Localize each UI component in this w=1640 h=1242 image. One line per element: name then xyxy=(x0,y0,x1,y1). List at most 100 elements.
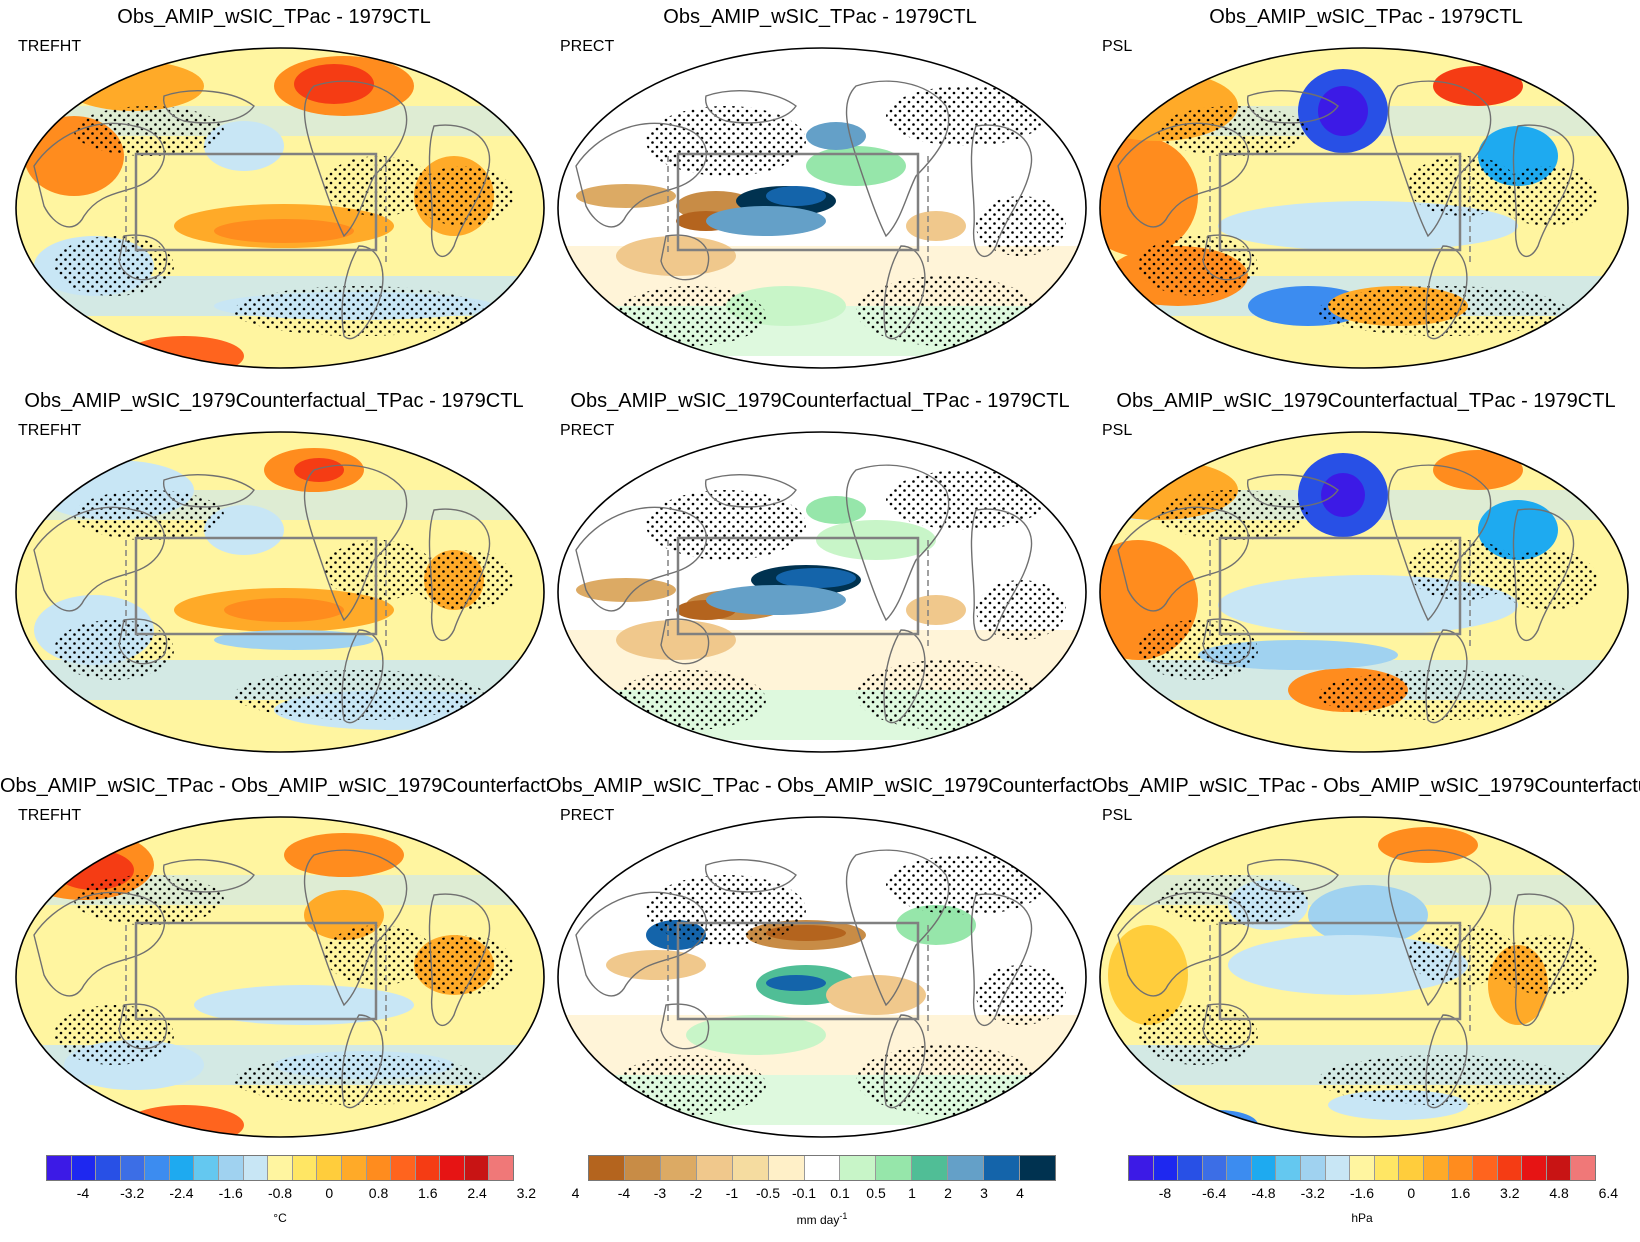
coastline xyxy=(1246,474,1339,508)
anomaly-contour xyxy=(64,61,204,111)
map-row3-prect xyxy=(556,815,1088,1139)
colorbar-precipitation-ticks: -4 -3 -2 -1 -0.5 -0.1 0.1 0.5 1 2 3 4 xyxy=(588,1181,1056,1203)
row1-label-prect: PRECT xyxy=(560,38,615,55)
tropical-pacific-box xyxy=(1218,921,1462,1021)
significance-stipple xyxy=(1318,670,1568,720)
precipitation-tick-label: 2 xyxy=(944,1185,952,1201)
significance-stipple xyxy=(1408,156,1518,216)
pressure-swatch xyxy=(1251,1156,1277,1180)
map-row2-psl xyxy=(1098,430,1630,754)
coastline xyxy=(1117,891,1249,997)
pressure-swatch xyxy=(1350,1156,1375,1180)
significance-stipple xyxy=(1138,236,1258,296)
pressure-swatch xyxy=(1374,1156,1400,1180)
temperature-swatch xyxy=(391,1156,416,1180)
significance-stipple xyxy=(646,106,806,176)
coastline xyxy=(970,508,1033,642)
globe-outline xyxy=(15,431,545,753)
pressure-swatch xyxy=(1522,1156,1547,1180)
pressure-tick-label: -8 xyxy=(1158,1185,1172,1201)
coastline xyxy=(575,506,707,612)
anomaly-contour xyxy=(606,950,706,980)
coastline xyxy=(341,1014,384,1109)
coastline xyxy=(428,893,491,1027)
tropical-pacific-box-dashed xyxy=(1209,925,1471,1033)
coastline xyxy=(341,629,384,724)
significance-stipple xyxy=(234,670,484,720)
anomaly-contour xyxy=(1378,827,1478,863)
globe-outline xyxy=(15,816,545,1138)
row2-label-trefht: TREFHT xyxy=(18,422,82,439)
prec-map-svg xyxy=(557,431,1087,753)
anomaly-contour xyxy=(294,64,374,104)
temperature-tick-label: -1.6 xyxy=(218,1185,243,1201)
significance-stipple xyxy=(646,490,806,560)
coastline xyxy=(428,124,491,258)
coastline xyxy=(660,618,710,665)
tropical-pacific-box-dashed xyxy=(1209,156,1471,264)
anomaly-contour xyxy=(766,975,826,991)
anomaly-contour xyxy=(806,496,866,524)
pressure-swatch xyxy=(1129,1156,1154,1180)
globe-outline xyxy=(557,431,1087,753)
coastline xyxy=(660,1003,710,1050)
significance-stipple xyxy=(856,276,1036,346)
temp-map-svg xyxy=(15,816,545,1138)
precipitation-swatch xyxy=(984,1156,1021,1180)
coastline xyxy=(162,474,255,508)
row1-label-trefht: TREFHT xyxy=(18,38,82,55)
coastline xyxy=(1246,90,1339,124)
row1-title-left: Obs_AMIP_wSIC_TPac - 1979CTL xyxy=(117,6,431,28)
temperature-swatch xyxy=(243,1156,269,1180)
precipitation-tick-label: -1 xyxy=(725,1185,739,1201)
coastline xyxy=(704,90,797,124)
significance-stipple xyxy=(616,1055,766,1115)
tropical-pacific-box-dashed xyxy=(667,540,929,648)
tropical-pacific-box xyxy=(134,921,378,1021)
tropical-pacific-box xyxy=(1218,152,1462,252)
significance-stipple xyxy=(976,196,1066,256)
coastline xyxy=(118,618,168,665)
anomaly-contour xyxy=(1178,1110,1258,1137)
coastline xyxy=(33,891,165,997)
significance-stipple xyxy=(324,156,434,216)
anomaly-contour xyxy=(906,595,966,625)
row2-title-center: Obs_AMIP_wSIC_1979Counterfactual_TPac - … xyxy=(570,390,1070,412)
precipitation-swatch xyxy=(876,1156,913,1180)
significance-stipple xyxy=(324,925,434,985)
anomaly-contour xyxy=(616,236,736,276)
precipitation-swatch xyxy=(624,1156,661,1180)
colorbar-precipitation-swatches xyxy=(588,1155,1056,1181)
temperature-tick-label: 0 xyxy=(325,1185,334,1201)
colorbar-temperature-unit: °C xyxy=(273,1211,287,1225)
pressure-swatch xyxy=(1301,1156,1326,1180)
significance-stipple xyxy=(54,1005,174,1065)
significance-stipple xyxy=(54,236,174,296)
precipitation-tick-label: 4 xyxy=(1016,1185,1024,1201)
globe-outline xyxy=(1099,816,1629,1138)
anomaly-contour xyxy=(1228,935,1468,995)
row1-title-center: Obs_AMIP_wSIC_TPac - 1979CTL xyxy=(663,6,977,28)
anomaly-contour xyxy=(806,146,906,186)
temperature-tick-label: -4 xyxy=(76,1185,90,1201)
precipitation-tick-label: -2 xyxy=(689,1185,703,1201)
coastline xyxy=(33,122,165,228)
colorbar-pressure: -8-6.4-4.8-3.2-1.601.63.24.86.48 hPa xyxy=(1128,1155,1618,1225)
coastline xyxy=(1425,629,1468,724)
anomaly-contour xyxy=(766,186,826,206)
temperature-swatch xyxy=(47,1156,72,1180)
row3-title-right: Obs_AMIP_wSIC_TPac - Obs_AMIP_wSIC_1979C… xyxy=(1092,775,1640,797)
anomaly-contour xyxy=(204,505,284,555)
precipitation-tick-label: 0.1 xyxy=(830,1185,850,1201)
significance-stipple xyxy=(886,86,1046,146)
significance-stipple xyxy=(234,286,484,336)
coastline xyxy=(33,506,165,612)
significance-stipple xyxy=(886,855,1046,915)
anomaly-contour xyxy=(896,905,976,945)
temperature-swatch xyxy=(96,1156,121,1180)
coastline xyxy=(883,629,926,724)
temperature-swatch xyxy=(71,1156,97,1180)
row3-title-left: Obs_AMIP_wSIC_TPac - Obs_AMIP_wSIC_1979C… xyxy=(0,775,548,797)
coastline xyxy=(1202,618,1252,665)
temperature-swatch xyxy=(366,1156,392,1180)
